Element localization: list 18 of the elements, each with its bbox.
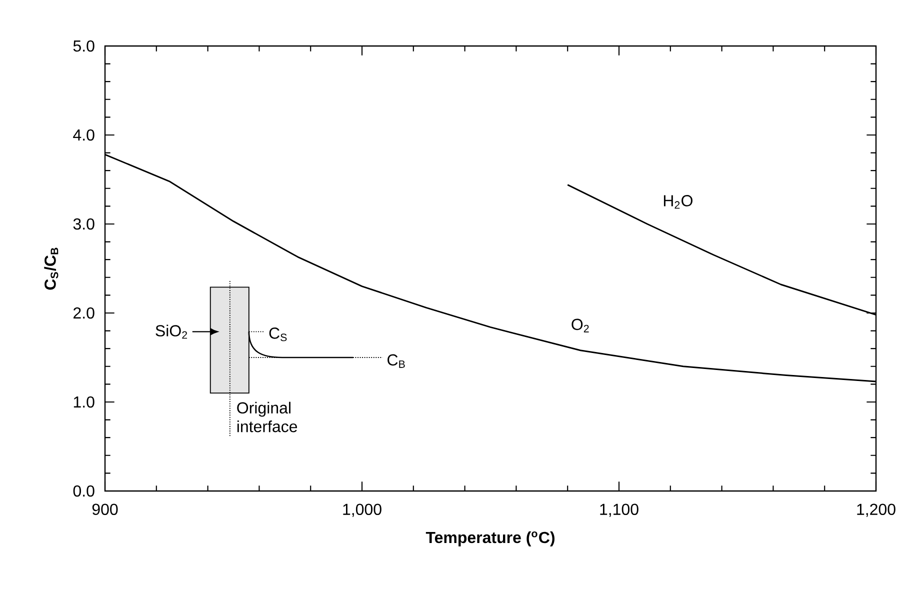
- y-tick-label: 2.0: [74, 307, 94, 319]
- annotation: C$_{S}$: [269, 328, 287, 342]
- y-tick-label: 3.0: [73, 218, 94, 230]
- x-tick-label: 900: [92, 504, 118, 516]
- annotation: SiO$_{2}$: [156, 324, 188, 339]
- y-tick-label: 1.0: [74, 396, 94, 408]
- y-tick-label: 5.0: [73, 40, 94, 52]
- x-tick-label: 1,100: [600, 504, 638, 517]
- x-tick-label: 1,000: [343, 504, 382, 517]
- y-tick-label: 0.0: [73, 485, 94, 497]
- series-label: H$_{2}$O: [664, 195, 692, 209]
- x-tick-label: 1,200: [857, 504, 896, 517]
- y-axis-title: C$_{S}$/C$_{B}$: [44, 248, 58, 290]
- series-label: O$_{2}$: [572, 318, 589, 332]
- y-tick-label: 4.0: [73, 129, 94, 141]
- annotation: Original interface: [237, 402, 298, 432]
- x-axis-title: Temperature ($^{o}$C): [426, 531, 554, 546]
- annotation: C$_{B}$: [388, 354, 405, 368]
